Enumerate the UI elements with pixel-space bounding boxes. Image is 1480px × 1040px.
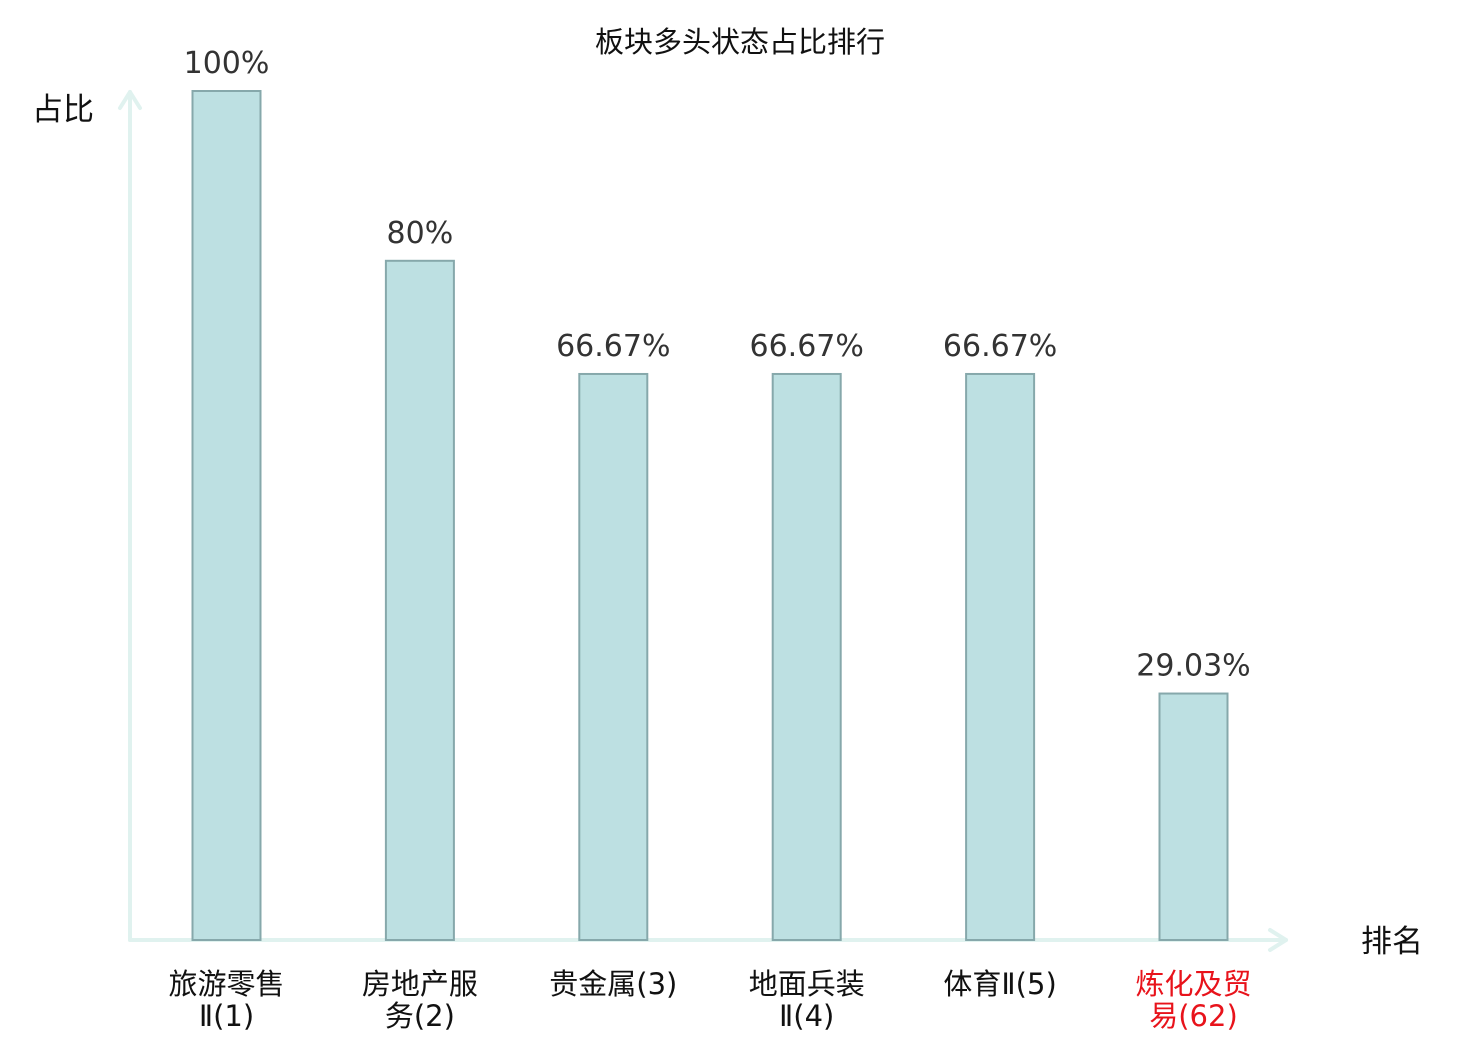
bar [965, 372, 1036, 942]
category-label-line: 务(2) [385, 999, 455, 1033]
bar-value-label: 66.67% [750, 329, 864, 364]
bar [191, 90, 262, 941]
category-label: 地面兵装 Ⅱ(4) [749, 967, 865, 1033]
bar-value-label: 66.67% [943, 329, 1057, 364]
bar-series [191, 90, 1229, 942]
category-label-line: 体育Ⅱ(5) [943, 967, 1056, 1001]
x-axis-label: 排名 [1361, 924, 1423, 960]
y-axis-label: 占比 [32, 92, 94, 128]
category-label-line: Ⅱ(4) [779, 999, 834, 1033]
bar-value-label: 29.03% [1136, 649, 1250, 684]
category-label: 房地产服务(2) [362, 967, 478, 1033]
x-axis-arrow-icon [1268, 928, 1288, 952]
bar-value-label: 66.67% [556, 329, 670, 364]
bar-value-label: 80% [387, 216, 454, 251]
bar-value-label: 100% [184, 46, 270, 81]
y-axis-arrow-icon [118, 90, 142, 110]
category-label: 旅游零售 Ⅱ(1) [168, 967, 284, 1033]
category-label-line: 易(62) [1149, 999, 1238, 1033]
chart-title: 板块多头状态占比排行 [595, 25, 885, 59]
category-label-line: 贵金属(3) [549, 967, 677, 1001]
category-labels: 旅游零售 Ⅱ(1) 房地产服务(2) 贵金属(3) 地面兵装 Ⅱ(4) 体育Ⅱ(5) 炼化及贸… [168, 967, 1251, 1033]
category-label-line: Ⅱ(1) [199, 999, 254, 1033]
category-label-line: 炼化及贸 [1135, 967, 1251, 1001]
bar [1158, 692, 1229, 941]
bar [771, 372, 842, 942]
category-label: 体育Ⅱ(5) [943, 967, 1056, 1001]
category-label: 炼化及贸易(62) [1135, 967, 1251, 1033]
value-labels: 100% 80% 66.67% 66.67% 66.67% 29.03% [184, 46, 1251, 684]
category-label-line: 房地产服 [362, 967, 478, 1001]
category-label-line: 地面兵装 [749, 967, 865, 1001]
bar [578, 372, 649, 942]
category-label-line: 旅游零售 [168, 967, 284, 1001]
bar [384, 259, 455, 941]
category-label: 贵金属(3) [549, 967, 677, 1001]
